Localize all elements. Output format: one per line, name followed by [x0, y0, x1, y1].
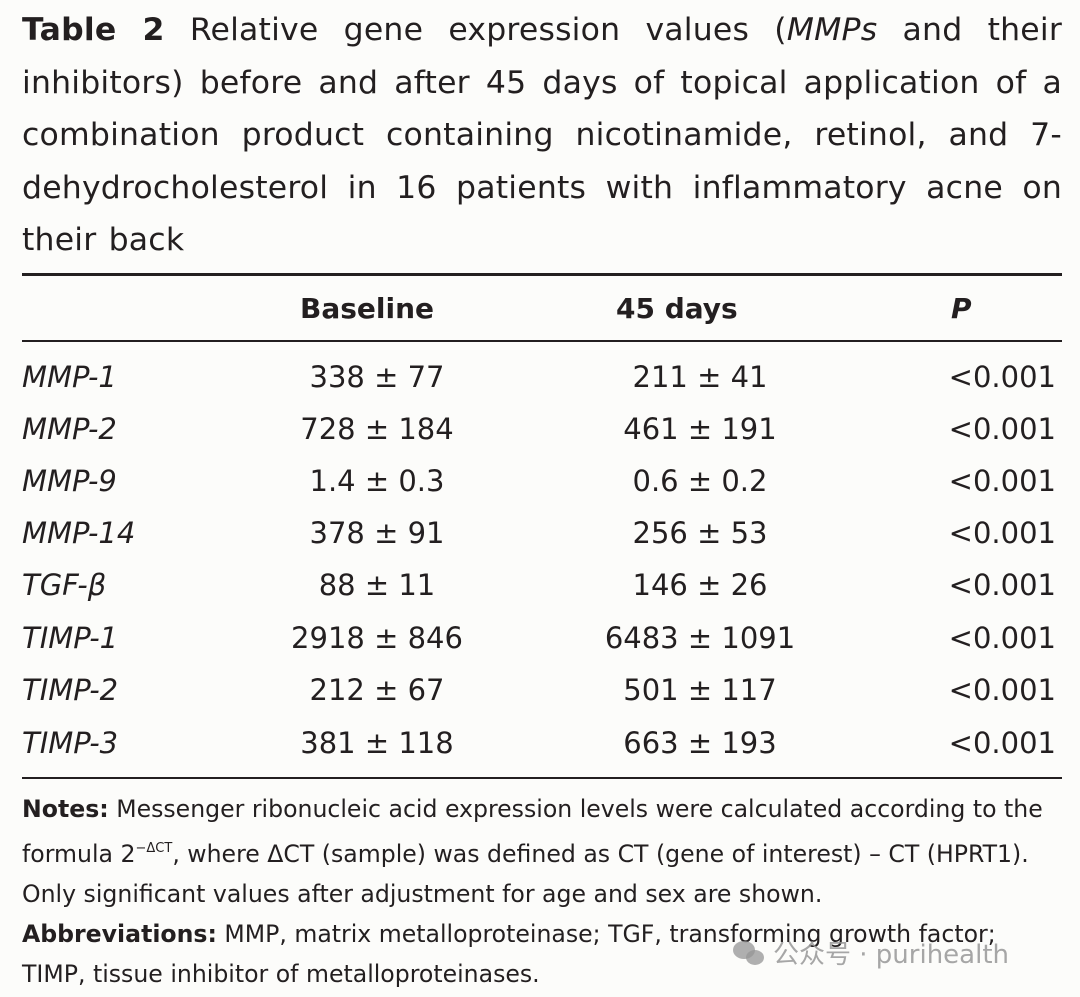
p-value: <0.001 — [948, 516, 1056, 550]
table-notes: Notes: Messenger ribonucleic acid expres… — [22, 789, 1062, 994]
day45-value: 461 ± 191 — [623, 412, 777, 446]
day45-value: 0.6 ± 0.2 — [632, 464, 768, 498]
gene-name: TIMP-3 — [22, 726, 119, 760]
caption-text-2: and their inhibitors) before and after 4… — [22, 12, 1062, 258]
p-value: <0.001 — [948, 412, 1056, 446]
p-value: <0.001 — [948, 726, 1056, 760]
header-baseline: Baseline — [300, 292, 435, 325]
abbreviations-label: Abbreviations: — [22, 920, 217, 948]
notes-label: Notes: — [22, 795, 109, 823]
baseline-value: 2918 ± 846 — [291, 621, 463, 655]
table-top-rule — [22, 273, 1062, 276]
gene-name: MMP-14 — [22, 516, 136, 550]
day45-value: 146 ± 26 — [632, 568, 768, 602]
table-label: Table 2 — [22, 12, 165, 48]
table-row: MMP-9 1.4 ± 0.3 0.6 ± 0.2 <0.001 — [0, 464, 1080, 514]
table-row: MMP-1 338 ± 77 211 ± 41 <0.001 — [0, 360, 1080, 410]
table-row: TGF-β 88 ± 11 146 ± 26 <0.001 — [0, 568, 1080, 618]
p-value: <0.001 — [948, 673, 1056, 707]
baseline-value: 728 ± 184 — [300, 412, 454, 446]
abbreviations-text: MMP, matrix metalloproteinase; TGF, tran… — [22, 920, 996, 988]
baseline-value: 378 ± 91 — [309, 516, 445, 550]
gene-name: TIMP-1 — [22, 621, 119, 655]
gene-name: MMP-2 — [22, 412, 117, 446]
baseline-value: 1.4 ± 0.3 — [309, 464, 445, 498]
baseline-value: 381 ± 118 — [300, 726, 454, 760]
gene-name: MMP-1 — [22, 360, 117, 394]
notes-text-1: Messenger ribonucleic acid expression le… — [22, 795, 1043, 868]
watermark-text: 公众号 · purihealth — [773, 940, 1009, 970]
wechat-icon — [733, 939, 765, 967]
table-row: MMP-14 378 ± 91 256 ± 53 <0.001 — [0, 516, 1080, 566]
notes-superscript: −ΔCT — [135, 841, 173, 856]
day45-value: 211 ± 41 — [632, 360, 768, 394]
header-p: P — [951, 292, 972, 325]
notes-paragraph: Notes: Messenger ribonucleic acid expres… — [22, 789, 1062, 914]
watermark: 公众号 · purihealth — [733, 934, 1009, 971]
day45-value: 663 ± 193 — [623, 726, 777, 760]
table-header-rule — [22, 340, 1062, 342]
day45-value: 6483 ± 1091 — [604, 621, 796, 655]
table-row: MMP-2 728 ± 184 461 ± 191 <0.001 — [0, 412, 1080, 462]
abbreviations-paragraph: Abbreviations: MMP, matrix metalloprotei… — [22, 914, 1062, 994]
caption-text-1: Relative gene expression values ( — [164, 12, 787, 48]
baseline-value: 88 ± 11 — [318, 568, 436, 602]
p-value: <0.001 — [948, 568, 1056, 602]
baseline-value: 338 ± 77 — [309, 360, 445, 394]
day45-value: 501 ± 117 — [623, 673, 777, 707]
gene-name: TIMP-2 — [22, 673, 119, 707]
gene-name: MMP-9 — [22, 464, 117, 498]
header-45-days: 45 days — [616, 292, 738, 325]
caption-italic: MMPs — [786, 12, 878, 48]
table-bottom-rule — [22, 777, 1062, 779]
baseline-value: 212 ± 67 — [309, 673, 445, 707]
p-value: <0.001 — [948, 621, 1056, 655]
notes-text-2: , where ΔCT (sample) was defined as CT (… — [22, 840, 1029, 908]
day45-value: 256 ± 53 — [632, 516, 768, 550]
gene-name: TGF-β — [22, 568, 107, 602]
table-caption: Table 2 Relative gene expression values … — [22, 4, 1062, 267]
table-row: TIMP-3 381 ± 118 663 ± 193 <0.001 — [0, 726, 1080, 776]
p-value: <0.001 — [948, 464, 1056, 498]
table-row: TIMP-2 212 ± 67 501 ± 117 <0.001 — [0, 673, 1080, 723]
p-value: <0.001 — [948, 360, 1056, 394]
table-row: TIMP-1 2918 ± 846 6483 ± 1091 <0.001 — [0, 621, 1080, 671]
